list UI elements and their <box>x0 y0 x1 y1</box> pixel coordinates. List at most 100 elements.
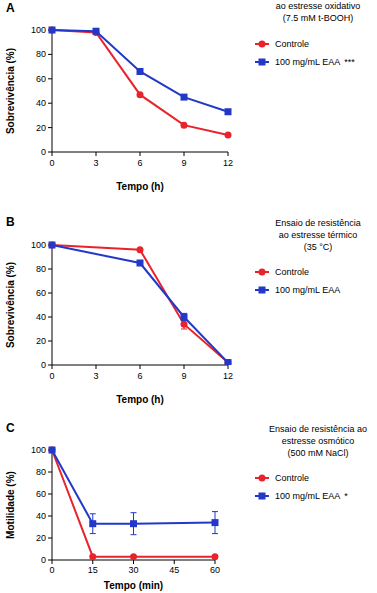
error-bar <box>90 514 96 534</box>
legend-marker <box>259 269 266 276</box>
legend-label: Controle <box>275 267 309 277</box>
x-tick-label: 6 <box>137 158 142 168</box>
data-point <box>225 131 232 138</box>
y-tick-label: 100 <box>31 240 46 250</box>
y-tick <box>48 317 52 318</box>
title-line: ao estresse térmico <box>279 230 358 240</box>
data-point <box>212 553 219 560</box>
y-tick-label: 20 <box>36 123 46 133</box>
x-tick <box>52 152 53 156</box>
error-cap <box>131 534 137 535</box>
data-point <box>181 94 188 101</box>
data-point <box>137 68 144 75</box>
y-axis-label: Motilidade (%) <box>5 471 16 539</box>
y-tick-label: 80 <box>36 467 46 477</box>
legend-marker <box>259 59 266 66</box>
legend-name: Controle <box>275 473 309 483</box>
x-tick <box>228 152 229 156</box>
y-tick-label: 100 <box>31 25 46 35</box>
x-tick-label: 6 <box>137 371 142 381</box>
plot-area <box>49 242 232 366</box>
x-tick <box>52 365 53 369</box>
y-tick-label: 40 <box>36 98 46 108</box>
x-tick <box>140 365 141 369</box>
title-line: (35 °C) <box>304 242 333 252</box>
data-point <box>137 246 144 253</box>
y-tick <box>48 78 52 79</box>
y-tick-label: 0 <box>41 555 46 565</box>
y-tick-label: 0 <box>41 147 46 157</box>
y-tick <box>48 152 52 153</box>
x-tick <box>174 560 175 564</box>
y-axis-label: Sobrevivência (%) <box>5 262 16 348</box>
y-tick <box>48 560 52 561</box>
error-cap <box>212 533 218 534</box>
y-tick-label: 0 <box>41 360 46 370</box>
data-point <box>49 447 56 454</box>
x-tick-label: 60 <box>210 565 220 575</box>
legend-label: 100 mg/mL EAA <box>275 285 340 295</box>
title-line: Ensaio de resistência ao <box>269 424 367 434</box>
x-tick <box>92 560 93 564</box>
x-tick <box>228 365 229 369</box>
data-point <box>181 122 188 129</box>
legend-marker <box>259 287 266 294</box>
y-tick-label: 60 <box>36 74 46 84</box>
series-line <box>52 245 228 363</box>
panel: B Ensaio de resistênciaao estresse térmic… <box>5 215 361 405</box>
title-line: (500 mM NaCl) <box>287 448 348 458</box>
legend-name: 100 mg/mL EAA <box>275 491 340 501</box>
error-cap <box>181 329 187 330</box>
title-line: (7.5 mM t-BOOH) <box>283 13 354 23</box>
error-cap <box>90 533 96 534</box>
x-tick <box>215 560 216 564</box>
x-axis-label: Tempo (min) <box>104 580 163 591</box>
y-tick <box>48 54 52 55</box>
series-line <box>52 30 228 112</box>
y-tick <box>48 538 52 539</box>
x-tick-label: 45 <box>169 565 179 575</box>
panel-label: B <box>6 215 15 229</box>
chart-title: Ensaio de resistência aoestresse osmótic… <box>269 424 367 458</box>
x-tick-label: 0 <box>49 371 54 381</box>
x-tick <box>184 152 185 156</box>
plot-area <box>49 447 219 561</box>
legend-marker <box>259 475 266 482</box>
data-point <box>225 108 232 115</box>
series-line <box>52 450 215 557</box>
x-tick-label: 9 <box>181 158 186 168</box>
y-tick-label: 80 <box>36 264 46 274</box>
legend-label: Controle <box>275 39 309 49</box>
x-axis-label: Tempo (h) <box>116 181 164 192</box>
legend-name: 100 mg/mL EAA <box>275 285 340 295</box>
error-bar <box>131 513 137 535</box>
x-axis-label: Tempo (h) <box>116 394 164 405</box>
legend: Controle 100 mg/mL EAA <box>255 267 340 295</box>
panel-label: C <box>6 421 15 435</box>
legend: Controle100 mg/mL EAA*** <box>255 39 355 67</box>
data-point <box>49 27 56 34</box>
error-cap <box>131 512 137 513</box>
y-axis <box>52 450 53 560</box>
data-point <box>89 553 96 560</box>
y-tick <box>48 365 52 366</box>
series-line <box>52 450 215 524</box>
legend-name: Controle <box>275 39 309 49</box>
data-point <box>49 242 56 249</box>
y-axis <box>52 245 53 365</box>
data-point <box>89 520 96 527</box>
data-point <box>181 314 188 321</box>
data-point <box>181 321 188 328</box>
error-bar <box>181 319 187 329</box>
legend-name: 100 mg/mL EAA <box>275 57 340 67</box>
y-axis <box>52 30 53 152</box>
chart-title: Ensaio de resistênciaao estresse térmico… <box>275 218 361 252</box>
y-tick <box>48 293 52 294</box>
y-tick <box>48 494 52 495</box>
x-tick <box>52 560 53 564</box>
x-tick-label: 30 <box>128 565 138 575</box>
x-tick-label: 3 <box>93 371 98 381</box>
y-tick <box>48 341 52 342</box>
y-tick <box>48 516 52 517</box>
data-point <box>137 91 144 98</box>
